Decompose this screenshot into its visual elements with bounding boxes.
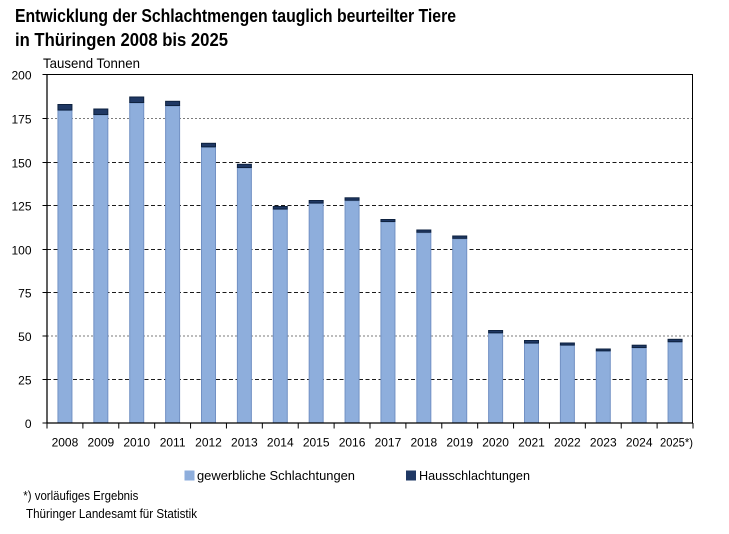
svg-text:2015: 2015 xyxy=(303,435,330,449)
svg-text:*) vorläufiges Ergebnis: *) vorläufiges Ergebnis xyxy=(23,488,138,503)
svg-text:2011: 2011 xyxy=(160,435,186,449)
svg-text:50: 50 xyxy=(18,330,32,344)
svg-text:25: 25 xyxy=(18,374,32,388)
svg-text:2017: 2017 xyxy=(375,435,402,449)
svg-text:2013: 2013 xyxy=(231,435,258,449)
svg-text:2019: 2019 xyxy=(446,435,473,449)
svg-text:0: 0 xyxy=(25,417,32,431)
svg-text:2018: 2018 xyxy=(410,435,437,449)
svg-text:Thüringer Landesamt für Statis: Thüringer Landesamt für Statistik xyxy=(26,506,197,521)
svg-text:2023: 2023 xyxy=(590,435,617,449)
svg-text:in Thüringen 2008 bis 2025: in Thüringen 2008 bis 2025 xyxy=(15,30,228,50)
svg-text:2012: 2012 xyxy=(195,435,222,449)
svg-text:Entwicklung der Schlachtmengen: Entwicklung der Schlachtmengen tauglich … xyxy=(15,6,456,26)
svg-text:200: 200 xyxy=(11,69,31,83)
svg-text:2016: 2016 xyxy=(339,435,366,449)
svg-text:2025*): 2025*) xyxy=(660,435,693,449)
svg-text:2022: 2022 xyxy=(554,435,581,449)
svg-text:2020: 2020 xyxy=(482,435,509,449)
svg-text:2009: 2009 xyxy=(87,435,114,449)
svg-text:100: 100 xyxy=(11,244,31,258)
svg-text:gewerbliche Schlachtungen: gewerbliche Schlachtungen xyxy=(197,468,355,483)
svg-text:175: 175 xyxy=(11,113,31,127)
svg-text:150: 150 xyxy=(11,157,31,171)
svg-text:75: 75 xyxy=(18,287,32,301)
svg-text:125: 125 xyxy=(11,200,31,214)
svg-text:Tausend Tonnen: Tausend Tonnen xyxy=(43,55,140,71)
svg-text:2008: 2008 xyxy=(52,435,79,449)
svg-text:Hausschlachtungen: Hausschlachtungen xyxy=(419,468,530,483)
svg-text:2010: 2010 xyxy=(123,435,150,449)
svg-text:2014: 2014 xyxy=(267,435,294,449)
svg-text:2024: 2024 xyxy=(626,435,653,449)
svg-text:2021: 2021 xyxy=(518,435,545,449)
